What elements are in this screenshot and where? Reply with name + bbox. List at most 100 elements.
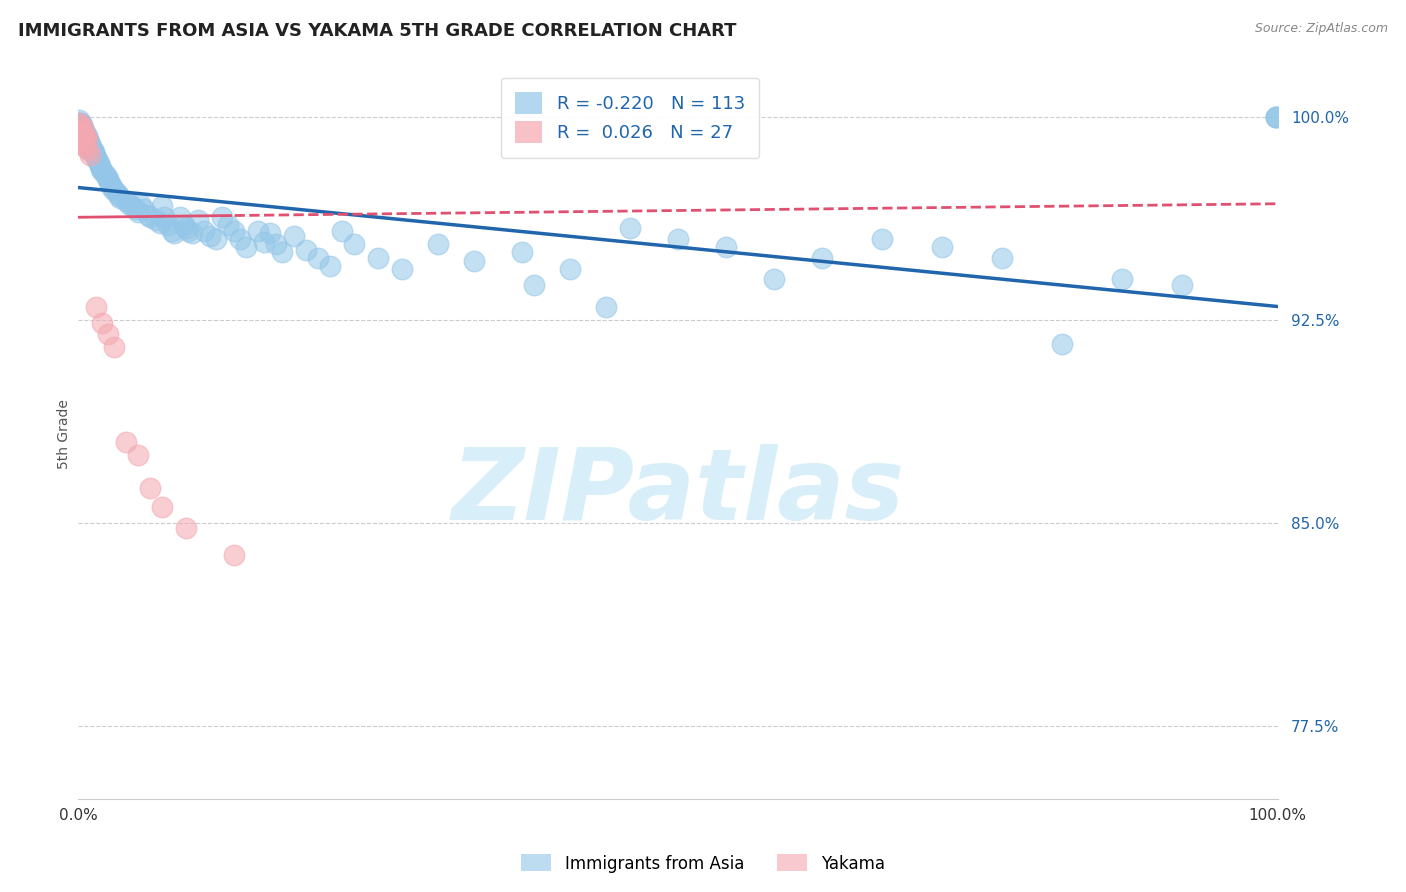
Point — [73, 127, 96, 141]
Point — [75, 129, 97, 144]
Point — [181, 227, 204, 241]
Point — [510, 245, 533, 260]
Point — [157, 219, 180, 233]
Point — [75, 129, 97, 144]
Point — [870, 232, 893, 246]
Point — [70, 118, 93, 132]
Point — [83, 145, 105, 160]
Legend: R = -0.220   N = 113, R =  0.026   N = 27: R = -0.220 N = 113, R = 0.026 N = 27 — [501, 78, 759, 158]
Point — [149, 216, 172, 230]
Point — [125, 202, 148, 216]
Point — [558, 261, 581, 276]
Point — [70, 121, 93, 136]
Point — [69, 127, 91, 141]
Point — [70, 121, 93, 136]
Text: Source: ZipAtlas.com: Source: ZipAtlas.com — [1254, 22, 1388, 36]
Point — [150, 199, 173, 213]
Point — [127, 448, 149, 462]
Point — [193, 224, 215, 238]
Point — [77, 135, 100, 149]
Point — [96, 169, 118, 184]
Point — [72, 121, 94, 136]
Point — [259, 227, 281, 241]
Point — [67, 118, 90, 132]
Point — [222, 549, 245, 563]
Point — [391, 261, 413, 276]
Point — [187, 213, 209, 227]
Point — [69, 121, 91, 136]
Point — [264, 237, 287, 252]
Point — [73, 124, 96, 138]
Point — [931, 240, 953, 254]
Point — [108, 191, 131, 205]
Point — [108, 188, 131, 202]
Point — [69, 115, 91, 129]
Point — [79, 148, 101, 162]
Point — [103, 183, 125, 197]
Point — [69, 129, 91, 144]
Point — [69, 124, 91, 138]
Point — [98, 175, 121, 189]
Point — [79, 143, 101, 157]
Point — [87, 156, 110, 170]
Point — [97, 326, 120, 341]
Point — [76, 132, 98, 146]
Point — [72, 129, 94, 144]
Point — [127, 205, 149, 219]
Point — [319, 259, 342, 273]
Point — [174, 521, 197, 535]
Point — [1265, 110, 1288, 124]
Point — [198, 229, 221, 244]
Point — [69, 124, 91, 138]
Point — [150, 500, 173, 514]
Point — [117, 196, 139, 211]
Point — [1265, 110, 1288, 124]
Point — [67, 121, 90, 136]
Point — [177, 224, 200, 238]
Point — [100, 180, 122, 194]
Point — [343, 237, 366, 252]
Point — [619, 221, 641, 235]
Point — [84, 151, 107, 165]
Point — [145, 213, 167, 227]
Point — [86, 153, 108, 168]
Point — [73, 127, 96, 141]
Point — [762, 272, 785, 286]
Point — [217, 219, 239, 233]
Point — [70, 124, 93, 138]
Point — [295, 243, 318, 257]
Point — [67, 115, 90, 129]
Point — [271, 245, 294, 260]
Point — [595, 300, 617, 314]
Point — [1050, 337, 1073, 351]
Point — [115, 194, 138, 208]
Point — [205, 232, 228, 246]
Point — [76, 129, 98, 144]
Point — [67, 115, 90, 129]
Point — [173, 219, 195, 233]
Point — [75, 140, 97, 154]
Text: IMMIGRANTS FROM ASIA VS YAKAMA 5TH GRADE CORRELATION CHART: IMMIGRANTS FROM ASIA VS YAKAMA 5TH GRADE… — [18, 22, 737, 40]
Point — [105, 186, 128, 200]
Point — [67, 124, 90, 138]
Point — [90, 161, 112, 176]
Point — [89, 159, 111, 173]
Point — [463, 253, 485, 268]
Point — [136, 208, 159, 222]
Point — [139, 211, 162, 225]
Point — [97, 172, 120, 186]
Point — [163, 227, 186, 241]
Point — [76, 132, 98, 146]
Point — [91, 164, 114, 178]
Point — [76, 143, 98, 157]
Point — [72, 127, 94, 141]
Point — [103, 340, 125, 354]
Point — [76, 135, 98, 149]
Point — [72, 137, 94, 152]
Point — [75, 127, 97, 141]
Point — [70, 132, 93, 146]
Point — [714, 240, 737, 254]
Point — [229, 232, 252, 246]
Y-axis label: 5th Grade: 5th Grade — [58, 399, 72, 468]
Point — [307, 251, 329, 265]
